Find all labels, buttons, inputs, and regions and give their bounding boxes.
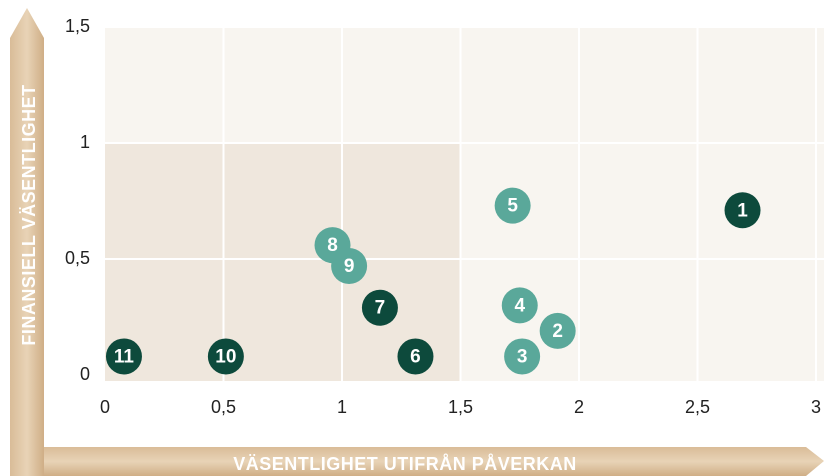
point bbox=[501, 287, 538, 324]
point-label: 7 bbox=[375, 298, 386, 319]
y-tick-label: 1,5 bbox=[65, 16, 90, 36]
y-axis-arrow bbox=[10, 8, 44, 476]
y-tick-label: 0 bbox=[80, 364, 90, 384]
x-tick-label: 0 bbox=[100, 397, 110, 417]
point-label: 10 bbox=[215, 346, 236, 367]
point bbox=[539, 312, 576, 349]
x-tick-label: 2 bbox=[574, 397, 584, 417]
point-label: 6 bbox=[410, 346, 421, 367]
point bbox=[397, 338, 434, 375]
point-label: 5 bbox=[507, 196, 518, 217]
point-label: 4 bbox=[514, 295, 525, 316]
point-label: 1 bbox=[737, 200, 748, 221]
point-label: 8 bbox=[327, 235, 338, 256]
point bbox=[207, 338, 244, 375]
point-label: 2 bbox=[552, 321, 563, 342]
point-label: 3 bbox=[517, 346, 528, 367]
x-tick-label: 1 bbox=[337, 397, 347, 417]
point bbox=[331, 247, 368, 284]
point-label: 9 bbox=[344, 256, 355, 277]
point bbox=[504, 338, 541, 375]
y-tick-label: 0,5 bbox=[65, 248, 90, 268]
x-axis-arrow bbox=[44, 447, 824, 476]
x-tick-label: 2,5 bbox=[685, 397, 710, 417]
point bbox=[105, 338, 142, 375]
point-label: 11 bbox=[114, 346, 135, 367]
y-tick-label: 1 bbox=[80, 132, 90, 152]
x-tick-label: 0,5 bbox=[211, 397, 236, 417]
y-axis-label: FINANSIELL VÄSENTLIGHET bbox=[19, 84, 39, 345]
point bbox=[724, 192, 761, 229]
point bbox=[494, 187, 531, 224]
x-axis-label: VÄSENTLIGHET UTIFRÅN PÅVERKAN bbox=[233, 454, 577, 474]
highlight-region bbox=[105, 143, 461, 381]
x-tick-label: 1,5 bbox=[448, 397, 473, 417]
x-tick-label: 3 bbox=[811, 397, 821, 417]
point bbox=[361, 289, 398, 326]
plot-area: 0 0,5 1 1,5 2 2,5 3 0 0,5 1 1,5 1 2 3 4 5 6 7 89 10 11 bbox=[65, 16, 824, 417]
